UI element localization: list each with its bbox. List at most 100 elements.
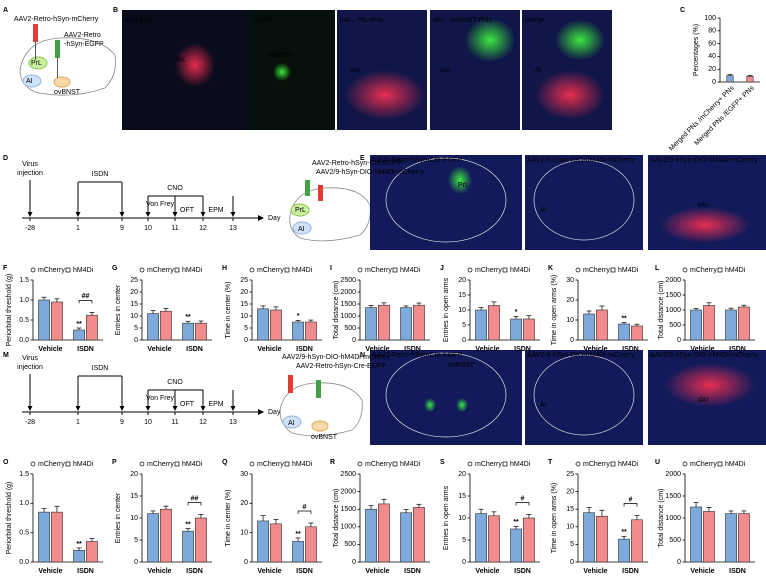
y-tick-label: 0 <box>352 337 356 344</box>
timeline-day: 12 <box>199 419 207 426</box>
y-tick-label: 25 <box>566 471 574 478</box>
image-region: dAI <box>698 397 709 404</box>
x-tick-label: Vehicle <box>475 346 499 353</box>
x-tick-label: ISDN <box>186 346 203 353</box>
timeline-arrow-head <box>75 406 81 411</box>
x-tick-label: Vehicle <box>38 568 62 575</box>
legend-marker <box>357 267 363 273</box>
bar <box>523 318 535 341</box>
y-tick-label: 2000 <box>665 277 681 284</box>
image-region: ovBNST <box>448 362 475 369</box>
y-tick-label: 10 <box>566 524 574 531</box>
significance: ** <box>621 529 627 536</box>
legend-label: mCherry <box>583 267 610 274</box>
legend-label: mCherry <box>475 461 502 468</box>
bar <box>378 304 390 341</box>
bar <box>257 308 269 341</box>
significance: ** <box>76 321 82 328</box>
y-tick-label: 5 <box>462 322 466 329</box>
timeline-day: 1 <box>76 225 80 232</box>
legend-label: mCherry <box>38 267 65 274</box>
timeline-test: EPM <box>208 207 223 214</box>
panel-letter: Q <box>222 459 228 466</box>
y-tick-label: 5 <box>570 541 574 548</box>
y-tick-label: 0 <box>570 559 574 566</box>
bracket <box>297 510 312 514</box>
y-tick-label: 10 <box>458 307 466 314</box>
panel-letter: L <box>655 265 660 272</box>
legend-label: mCherry <box>475 267 502 274</box>
y-tick-label: 80 <box>708 28 716 35</box>
timeline-day: -28 <box>25 419 35 426</box>
legend-marker <box>717 461 723 467</box>
bar <box>292 321 304 341</box>
bar <box>147 513 159 563</box>
image-channel: AAV2-Retro-hSyn-Cre-EGFP <box>372 157 462 164</box>
y-axis-label: Time in center (%) <box>225 490 232 547</box>
timeline-event: injection <box>17 364 43 371</box>
y-tick-label: 0.5 <box>19 530 29 537</box>
y-axis-label: Entries in open arms <box>443 485 450 550</box>
y-tick-label: 25 <box>130 277 138 284</box>
bar <box>400 512 412 563</box>
bar <box>631 325 643 341</box>
x-tick-label: Vehicle <box>475 568 499 575</box>
legend-marker <box>392 267 398 273</box>
bar <box>195 322 207 341</box>
x-tick-label: Vehicle <box>257 346 281 353</box>
x-tick-label: ISDN <box>729 568 746 575</box>
panel-letter: P <box>112 459 117 466</box>
legend-label: hM4Di <box>510 267 531 274</box>
y-tick-label: 0.0 <box>19 559 29 566</box>
timeline-event: injection <box>17 170 43 177</box>
timeline-event: Virus <box>22 161 38 168</box>
y-tick-label: 15 <box>130 493 138 500</box>
timeline-test: Von Frey <box>146 201 175 208</box>
y-tick-label: 60 <box>708 40 716 47</box>
legend-marker <box>682 267 688 273</box>
y-tick-label: 15 <box>458 292 466 299</box>
bar <box>257 520 269 563</box>
y-axis-label: Time in open arms (%) <box>551 275 558 346</box>
image-channel: mCherry <box>125 17 152 24</box>
schematic-m <box>279 375 363 437</box>
timeline-arrow-head <box>27 406 33 411</box>
bar <box>38 299 50 341</box>
legend-label: hM4Di <box>618 267 639 274</box>
virus-label: AAV2-Retro <box>64 32 101 39</box>
timeline-day: 11 <box>171 225 178 232</box>
panel-letter: E <box>360 155 365 162</box>
y-tick-label: 20 <box>130 471 138 478</box>
legend-marker <box>30 461 36 467</box>
image-channel: AAV2/9-hSyn-DIO-hM4Di-mCherry <box>527 352 636 359</box>
y-tick-label: 500 <box>344 541 356 548</box>
legend-marker <box>502 461 508 467</box>
virus-label: -hSyn-EGFP <box>64 41 104 48</box>
significance: ## <box>191 495 199 502</box>
legend-label: hM4Di <box>725 461 746 468</box>
y-tick-label: 20 <box>458 277 466 284</box>
timeline-test: OFT <box>180 401 195 408</box>
bar <box>725 513 737 563</box>
y-tick-label: 30 <box>240 471 248 478</box>
bar <box>596 309 608 341</box>
timeline-arrow-head <box>119 212 125 217</box>
image-channel: EGFP <box>253 17 272 24</box>
x-tick-label: Vehicle <box>38 346 62 353</box>
legend-label: mCherry <box>257 461 284 468</box>
images-b <box>122 10 612 130</box>
legend-label: hM4Di <box>510 461 531 468</box>
legend-marker <box>392 461 398 467</box>
timeline-arrow <box>258 409 264 415</box>
panel-letter: G <box>112 265 118 272</box>
panel-letter: K <box>548 265 553 272</box>
legend-label: hM4Di <box>725 267 746 274</box>
bar <box>596 515 608 563</box>
y-tick-label: 1000 <box>340 313 356 320</box>
y-tick-label: 0 <box>134 337 138 344</box>
y-tick-label: 2000 <box>340 488 356 495</box>
y-axis-label: Percentages (%) <box>693 24 700 76</box>
bar <box>365 508 377 563</box>
bar <box>86 541 98 563</box>
y-tick-label: 2000 <box>340 289 356 296</box>
